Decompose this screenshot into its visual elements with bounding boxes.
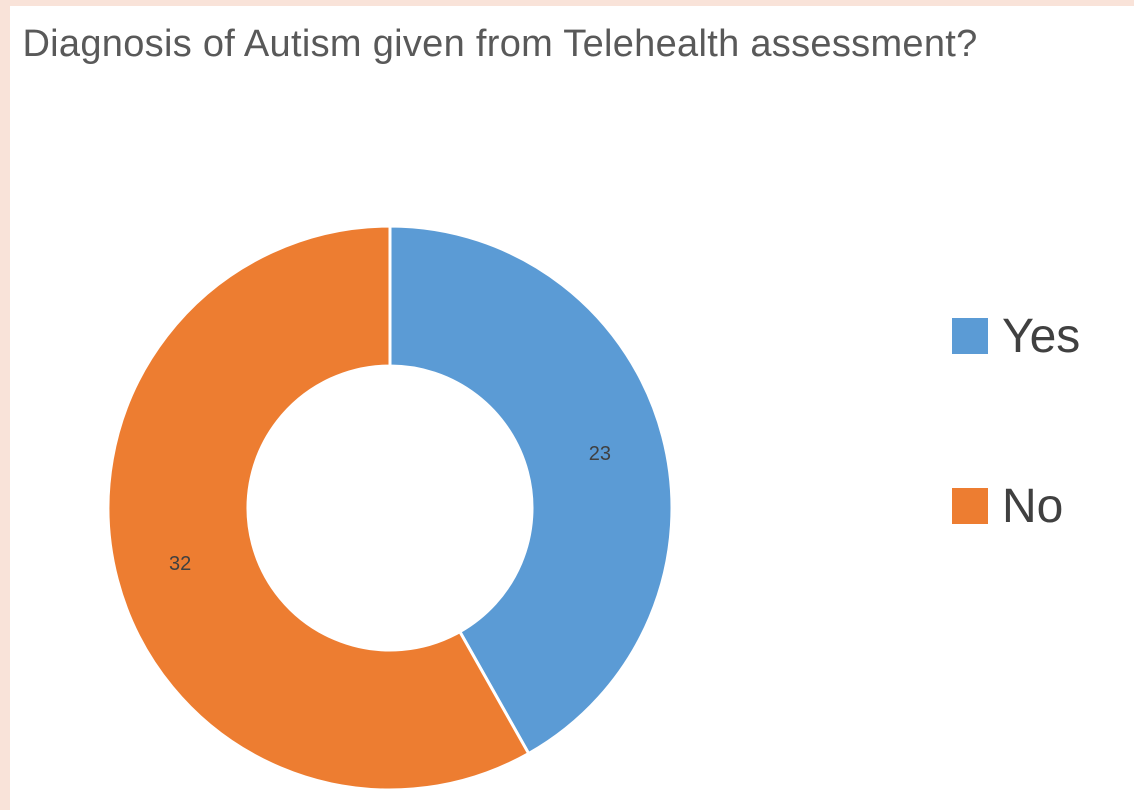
data-label-yes: 23: [589, 443, 611, 465]
legend-item-no: No: [952, 476, 1080, 536]
legend-label-yes: Yes: [1002, 309, 1081, 363]
chart-legend: Yes No: [952, 306, 1080, 646]
doughnut-chart: 23 32: [106, 224, 674, 792]
legend-swatch-no: [952, 488, 988, 524]
chart-title: Diagnosis of Autism given from Telehealt…: [22, 23, 978, 65]
data-label-no: 32: [169, 553, 191, 575]
legend-swatch-yes: [952, 318, 988, 354]
slice-yes: [388, 224, 674, 756]
legend-item-yes: Yes: [952, 306, 1080, 366]
legend-label-no: No: [1002, 479, 1064, 533]
chart-card: Diagnosis of Autism given from Telehealt…: [10, 6, 1134, 810]
slice-no: [106, 224, 531, 792]
